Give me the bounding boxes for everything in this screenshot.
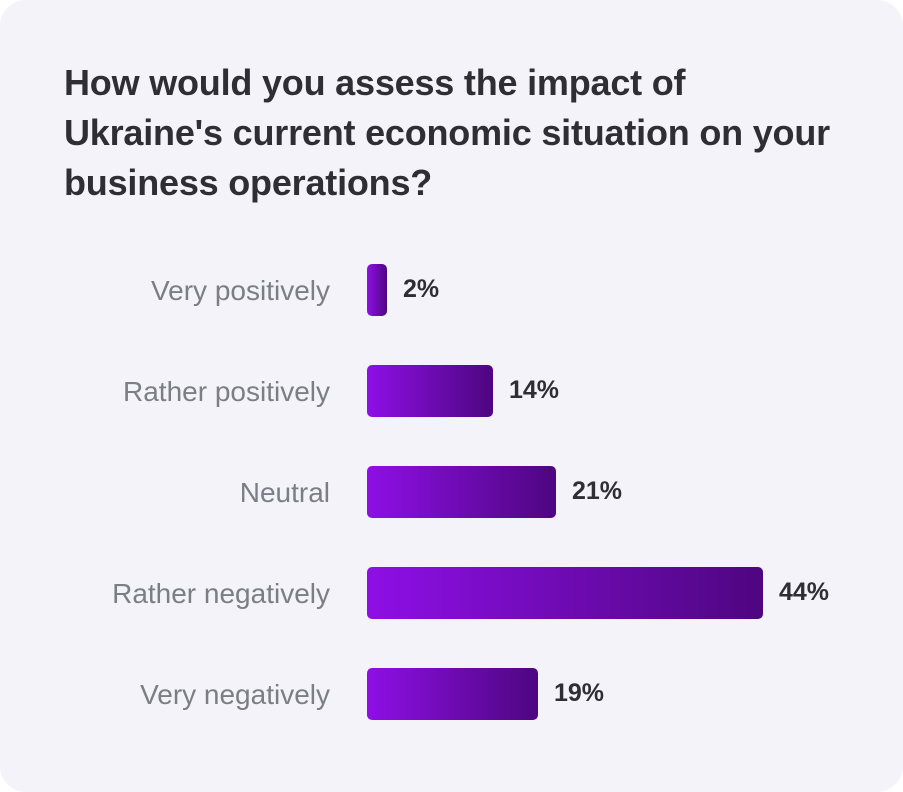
category-label: Rather positively (123, 376, 330, 407)
bar-rather-negatively (367, 567, 763, 619)
value-label: 44% (779, 578, 829, 606)
bar-neutral (367, 466, 556, 518)
chart-title: How would you assess the impact of Ukrai… (64, 62, 830, 203)
value-label: 21% (572, 477, 622, 505)
category-label: Rather negatively (112, 578, 330, 609)
bar-very-negatively (367, 668, 538, 720)
value-label: 19% (554, 679, 604, 707)
bar-rather-positively (367, 365, 493, 417)
bars-group: Very positively 2% Rather positively 14% Neu… (112, 264, 829, 720)
value-label: 2% (403, 275, 439, 303)
value-label: 14% (509, 376, 559, 404)
bar-very-positively (367, 264, 387, 316)
category-label: Very positively (151, 275, 330, 306)
category-label: Neutral (240, 477, 330, 508)
category-label: Very negatively (140, 679, 330, 710)
